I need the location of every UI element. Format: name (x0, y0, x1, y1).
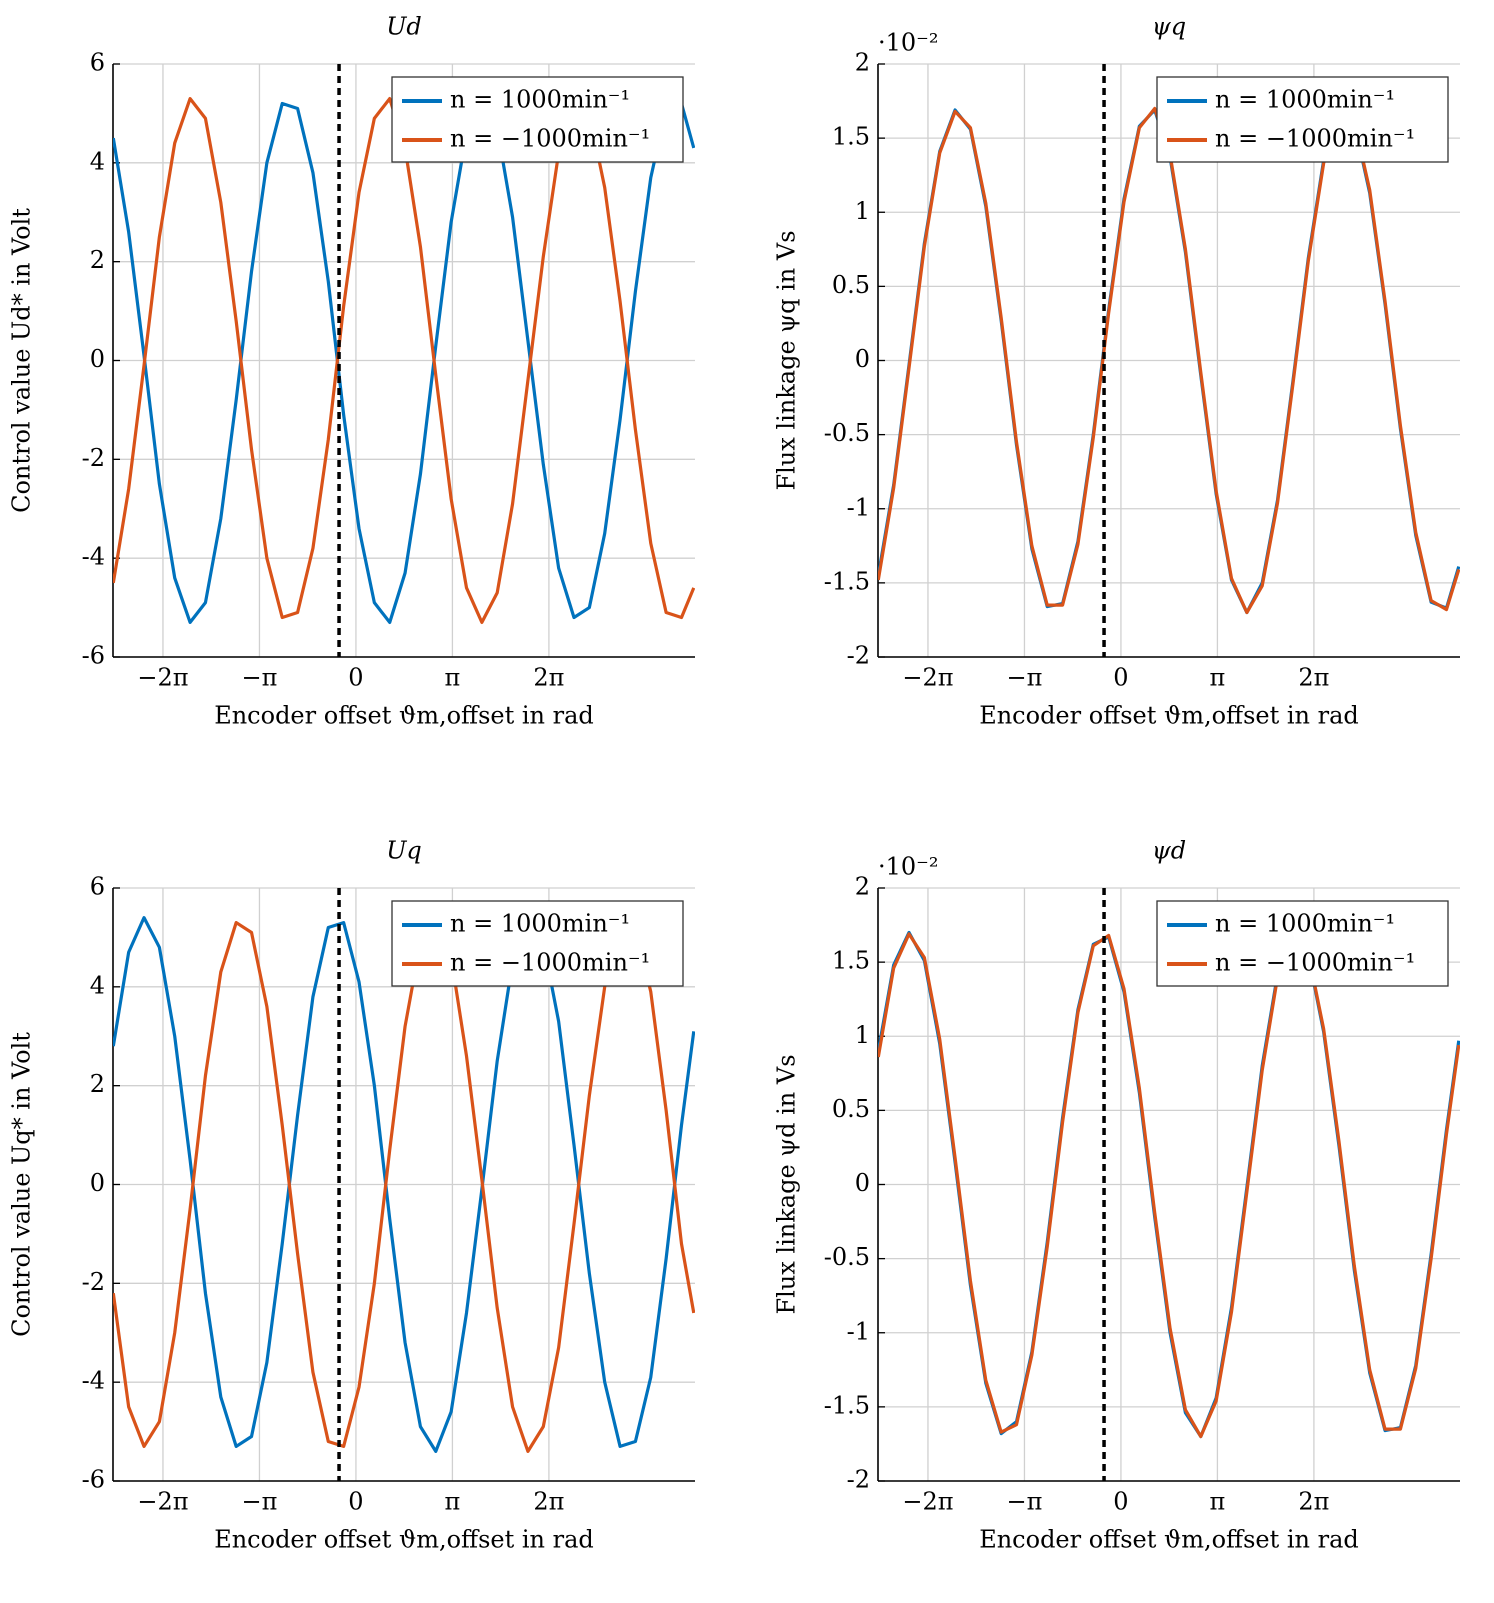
x-tick-label: 0 (1113, 1488, 1128, 1516)
y-tick-label: 0 (90, 1169, 105, 1197)
y-tick-label: 4 (90, 971, 105, 999)
y-tick-label: -0.5 (824, 419, 870, 447)
x-tick-label: −2π (902, 664, 953, 692)
x-tick-label: −2π (902, 1488, 953, 1516)
x-axis-label: Encoder offset ϑm,offset in rad (214, 702, 594, 730)
y-tick-label: 1.5 (832, 947, 870, 975)
y-tick-label: -6 (82, 642, 105, 670)
y-tick-label: 0 (855, 345, 870, 373)
y-multiplier: ·10⁻² (878, 853, 938, 881)
x-tick-label: 2π (533, 1488, 564, 1516)
x-tick-label: −π (1007, 664, 1043, 692)
legend-label: n = 1000min⁻¹ (450, 910, 630, 938)
x-tick-label: 2π (533, 664, 564, 692)
y-tick-label: 2 (90, 1070, 105, 1098)
legend-label: n = 1000min⁻¹ (1215, 86, 1395, 114)
y-axis-label: Control value Ud* in Volt (8, 208, 36, 513)
x-tick-label: 0 (348, 1488, 363, 1516)
chart-title: Ud (386, 13, 422, 41)
x-tick-label: −π (1007, 1488, 1043, 1516)
y-tick-label: 1.5 (832, 123, 870, 151)
x-tick-label: 0 (348, 664, 363, 692)
series-line (113, 916, 695, 1453)
series-line (113, 916, 695, 1453)
chart-title: Uq (386, 837, 422, 865)
x-tick-label: −2π (137, 1488, 188, 1516)
x-tick-label: 2π (1298, 664, 1329, 692)
y-tick-label: -1 (847, 1317, 870, 1345)
y-tick-label: -2 (82, 1268, 105, 1296)
legend-box (391, 76, 684, 163)
x-tick-label: π (445, 664, 461, 692)
legend-label: n = 1000min⁻¹ (450, 86, 630, 114)
x-tick-label: −π (242, 664, 278, 692)
legend-box (1156, 900, 1449, 987)
y-tick-label: -1.5 (824, 1391, 870, 1419)
y-tick-label: 0.5 (832, 271, 870, 299)
x-tick-label: π (445, 1488, 461, 1516)
series-line (878, 108, 1460, 615)
y-tick-label: -6 (82, 1466, 105, 1494)
legend-label: n = −1000min⁻¹ (450, 949, 650, 977)
y-tick-label: 0 (855, 1169, 870, 1197)
x-axis-label: Encoder offset ϑm,offset in rad (214, 1526, 594, 1554)
legend-label: n = −1000min⁻¹ (1215, 949, 1415, 977)
y-tick-label: -4 (82, 1367, 105, 1395)
x-tick-label: π (1210, 664, 1226, 692)
x-axis-label: Encoder offset ϑm,offset in rad (979, 702, 1359, 730)
x-tick-label: π (1210, 1488, 1226, 1516)
legend-box (391, 900, 684, 987)
y-tick-label: -2 (847, 1466, 870, 1494)
x-tick-label: −π (242, 1488, 278, 1516)
y-tick-label: 6 (90, 873, 105, 901)
series-line (113, 96, 695, 625)
y-tick-label: 0 (90, 345, 105, 373)
series-line (878, 932, 1460, 1439)
y-multiplier: ·10⁻² (878, 29, 938, 57)
chart-title: ψd (1152, 837, 1186, 865)
y-tick-label: -0.5 (824, 1243, 870, 1271)
legend-label: n = −1000min⁻¹ (1215, 125, 1415, 153)
y-tick-label: 1 (855, 1021, 870, 1049)
y-tick-label: 2 (855, 49, 870, 77)
y-tick-label: -1.5 (824, 567, 870, 595)
legend-label: n = 1000min⁻¹ (1215, 910, 1395, 938)
y-axis-label: Flux linkage ψd in Vs (773, 1054, 801, 1314)
y-tick-label: -4 (82, 543, 105, 571)
y-tick-label: 4 (90, 147, 105, 175)
y-tick-label: -1 (847, 493, 870, 521)
y-axis-label: Control value Uq* in Volt (8, 1032, 36, 1337)
legend-box (1156, 76, 1449, 163)
x-tick-label: 0 (1113, 664, 1128, 692)
y-tick-label: 6 (90, 49, 105, 77)
chart-title: ψq (1152, 13, 1186, 41)
x-tick-label: 2π (1298, 1488, 1329, 1516)
y-axis-label: Flux linkage ψq in Vs (773, 230, 801, 490)
y-tick-label: 1 (855, 197, 870, 225)
x-axis-label: Encoder offset ϑm,offset in rad (979, 1526, 1359, 1554)
x-tick-label: −2π (137, 664, 188, 692)
y-tick-label: 0.5 (832, 1095, 870, 1123)
y-tick-label: 2 (855, 873, 870, 901)
legend-label: n = −1000min⁻¹ (450, 125, 650, 153)
y-tick-label: -2 (847, 642, 870, 670)
y-tick-label: 2 (90, 246, 105, 274)
y-tick-label: -2 (82, 444, 105, 472)
